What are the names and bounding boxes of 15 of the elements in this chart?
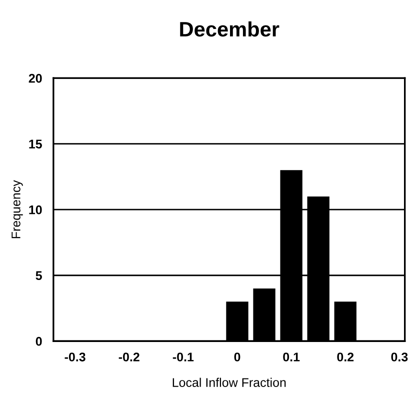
y-axis-title: Frequency: [12, 180, 23, 238]
x-tick-label: 0.3: [391, 352, 408, 362]
x-tick-label: -0.3: [64, 352, 86, 362]
x-tick-label: -0.1: [172, 352, 194, 362]
x-axis-title: Local Inflow Fraction: [172, 378, 286, 387]
x-tick-label: 0.2: [337, 352, 354, 362]
y-tick-label: 5: [36, 271, 42, 280]
x-tick-label: -0.2: [118, 352, 140, 362]
chart-title: December: [180, 21, 280, 37]
y-tick-label: 20: [28, 74, 42, 83]
x-tick-label: 0: [234, 352, 240, 362]
y-tick-label: 15: [29, 140, 42, 148]
y-tick-label: 0: [36, 336, 42, 346]
y-tick-label: 10: [29, 205, 42, 214]
x-tick-label: 0.1: [283, 352, 300, 362]
